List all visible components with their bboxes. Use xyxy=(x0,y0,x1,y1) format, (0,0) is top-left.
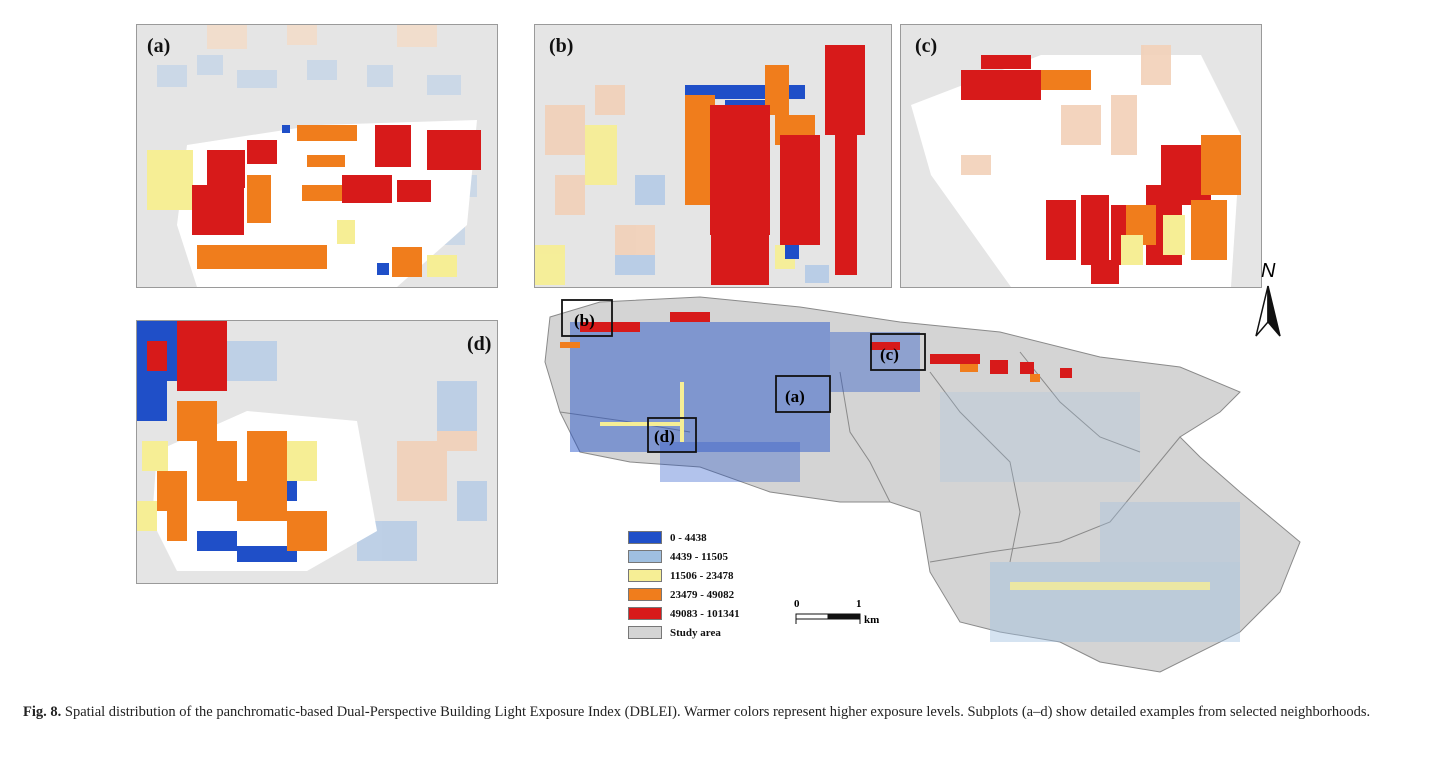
svg-text:(d): (d) xyxy=(654,427,675,446)
map-legend: 0 - 4438 4439 - 11505 11506 - 23478 2347… xyxy=(628,528,740,642)
legend-label: Study area xyxy=(670,626,721,639)
legend-swatch xyxy=(628,626,662,639)
legend-swatch xyxy=(628,550,662,563)
north-label: N xyxy=(1261,260,1276,282)
subplot-b: (b) xyxy=(534,24,892,288)
legend-label: 4439 - 11505 xyxy=(670,550,729,563)
legend-item: 11506 - 23478 xyxy=(628,566,740,585)
zoom-box-c: (c) xyxy=(870,333,926,371)
legend-item: 4439 - 11505 xyxy=(628,547,740,566)
scale-bar-graphic xyxy=(795,613,861,624)
scale-unit-label: km xyxy=(864,614,880,626)
subplot-d-scene xyxy=(137,321,497,583)
subplot-label-b: (b) xyxy=(549,35,574,57)
caption-prefix: Fig. 8. xyxy=(23,704,62,720)
subplot-label-c: (c) xyxy=(915,35,938,57)
legend-item: Study area xyxy=(628,623,740,642)
legend-swatch xyxy=(628,531,662,544)
subplot-label-d: (d) xyxy=(467,333,492,355)
study-area-map: (b) (c) (a) (d) xyxy=(544,296,1301,673)
legend-item: 0 - 4438 xyxy=(628,528,740,547)
legend-swatch xyxy=(628,607,662,620)
north-arrow-icon xyxy=(1255,285,1281,337)
scale-bar: 0 1 km xyxy=(792,598,892,628)
study-area-outline xyxy=(544,296,1301,673)
zoom-box-a: (a) xyxy=(775,375,831,413)
legend-label: 11506 - 23478 xyxy=(670,569,734,582)
legend-item: 49083 - 101341 xyxy=(628,604,740,623)
legend-swatch xyxy=(628,569,662,582)
north-arrow: N xyxy=(1248,260,1288,340)
scale-start-label: 0 xyxy=(794,598,800,610)
subplot-a-scene xyxy=(137,25,497,287)
svg-text:(c): (c) xyxy=(880,345,899,364)
main-map: (b) (c) (a) (d) xyxy=(540,262,1440,682)
svg-text:(b): (b) xyxy=(574,311,595,330)
subplot-a: (a) xyxy=(136,24,498,288)
legend-swatch xyxy=(628,588,662,601)
subplot-b-scene xyxy=(535,25,891,287)
subplot-c-scene xyxy=(901,25,1261,287)
subplot-label-a: (a) xyxy=(147,35,171,57)
subplot-c: (c) xyxy=(900,24,1262,288)
scale-end-label: 1 xyxy=(856,598,862,610)
figure-caption: Fig. 8. Spatial distribution of the panc… xyxy=(23,702,1423,723)
subplot-d: (d) xyxy=(136,320,498,584)
legend-label: 0 - 4438 xyxy=(670,531,707,544)
caption-text: Spatial distribution of the panchromatic… xyxy=(64,704,1371,720)
zoom-box-b: (b) xyxy=(561,299,613,337)
legend-label: 23479 - 49082 xyxy=(670,588,735,601)
legend-label: 49083 - 101341 xyxy=(670,607,740,620)
svg-text:(a): (a) xyxy=(785,387,805,406)
legend-item: 23479 - 49082 xyxy=(628,585,740,604)
zoom-box-d: (d) xyxy=(647,417,697,453)
